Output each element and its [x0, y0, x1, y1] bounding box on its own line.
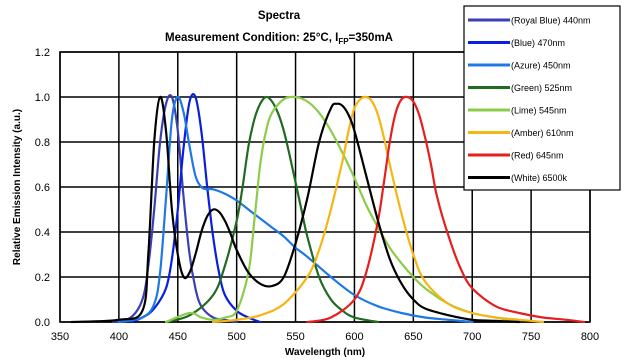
- series-line: [164, 95, 521, 324]
- tick-labels: 350 400 450 500 550 600 650 700 750 800 0.0 0.2 0.4 0…: [35, 47, 599, 343]
- x-tick-label: 600: [345, 331, 363, 343]
- series-line: [212, 95, 544, 324]
- x-axis-title: Wavelength (nm): [285, 347, 365, 358]
- x-tick-label: 450: [169, 331, 187, 343]
- legend-label: (White) 6500k: [511, 173, 568, 183]
- x-tick-label: 700: [463, 331, 481, 343]
- series-line: [70, 95, 521, 324]
- x-tick-label: 500: [227, 331, 245, 343]
- legend-label: (Green) 525nm: [511, 83, 572, 93]
- subtitle-subscript: FP: [338, 37, 349, 46]
- legend-label: (Amber) 610nm: [511, 128, 574, 138]
- y-tick-label: 1.2: [35, 47, 50, 59]
- legend-label: (Red) 645nm: [511, 151, 564, 161]
- legend: (Royal Blue) 440nm (Blue) 470nm (Azure) 45…: [463, 5, 621, 191]
- legend-label: (Blue) 470nm: [511, 38, 565, 48]
- y-tick-label: 1.0: [35, 92, 50, 104]
- series-line: [129, 93, 262, 324]
- y-axis-title: Relative Emission Intensity (a.u.): [12, 109, 23, 265]
- x-tick-label: 800: [581, 331, 599, 343]
- x-tick-label: 650: [404, 331, 422, 343]
- x-tick-label: 750: [522, 331, 540, 343]
- series-line: [306, 95, 586, 324]
- y-tick-label: 0.2: [35, 272, 50, 284]
- x-tick-label: 400: [110, 331, 128, 343]
- subtitle-prefix: Measurement Condition: 25°C, I: [165, 32, 338, 44]
- legend-label: (Lime) 545nm: [511, 106, 567, 116]
- y-tick-label: 0.4: [35, 227, 50, 239]
- subtitle-suffix: =350mA: [349, 32, 393, 44]
- chart-title: Spectra: [258, 10, 301, 22]
- legend-box: [463, 5, 621, 191]
- legend-label: (Royal Blue) 440nm: [511, 16, 591, 26]
- y-tick-label: 0.8: [35, 137, 50, 149]
- y-tick-label: 0.0: [35, 317, 50, 329]
- series-lines: [70, 93, 586, 324]
- legend-label: (Azure) 450nm: [511, 61, 571, 71]
- x-tick-label: 550: [286, 331, 304, 343]
- y-tick-label: 0.6: [35, 182, 50, 194]
- chart-subtitle: Measurement Condition: 25°C, IFP=350mA: [165, 32, 393, 46]
- x-tick-label: 350: [51, 331, 69, 343]
